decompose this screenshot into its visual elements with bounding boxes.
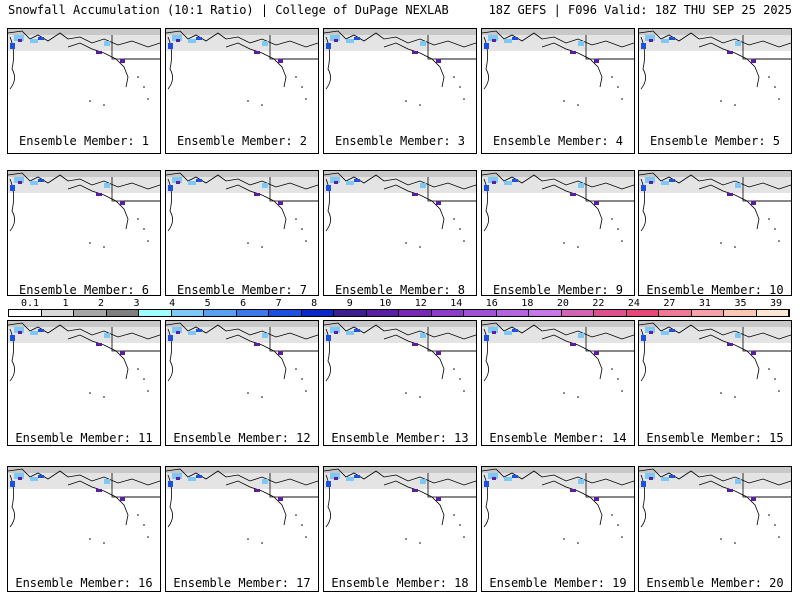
colorbar-tick-label: 12: [414, 298, 427, 309]
ensemble-member-map: [481, 320, 635, 446]
colorbar-tick-label: 8: [311, 298, 318, 309]
colorbar-tick-label: 27: [663, 298, 676, 309]
colorbar-swatch: [626, 310, 659, 316]
colorbar-swatch: [41, 310, 74, 316]
ensemble-member-map: [165, 170, 319, 296]
ensemble-member-map: [7, 320, 161, 446]
ensemble-member-label: Ensemble Member: 9: [492, 283, 624, 297]
ensemble-member-map: [481, 466, 635, 592]
colorbar-swatch: [106, 310, 139, 316]
colorbar-swatch: [74, 310, 107, 316]
colorbar-swatch: [431, 310, 464, 316]
colorbar-tick-label: 24: [627, 298, 640, 309]
colorbar-swatch: [171, 310, 204, 316]
colorbar-swatch: [496, 310, 529, 316]
ensemble-member-map: [165, 28, 319, 154]
colorbar-tick-label: 9: [346, 298, 353, 309]
colorbar-tick-label: 35: [734, 298, 747, 309]
ensemble-member-map: [638, 28, 792, 154]
ensemble-member-label: Ensemble Member: 13: [331, 431, 469, 445]
colorbar-swatch: [301, 310, 334, 316]
colorbar-swatch: [561, 310, 594, 316]
ensemble-member-label: Ensemble Member: 17: [173, 576, 311, 590]
ensemble-member-map: [481, 170, 635, 296]
colorbar-tick-label: 18: [521, 298, 534, 309]
snowfall-colorbar: 0.1 1 2 3 4 5 6 7 8 9 10 12 14 16 18 20 22 24 27 31 35 39: [8, 298, 790, 318]
ensemble-member-label: Ensemble Member: 6: [18, 283, 150, 297]
colorbar-swatch: [204, 310, 237, 316]
colorbar-tick-label: 6: [240, 298, 247, 309]
ensemble-member-label: Ensemble Member: 10: [646, 283, 784, 297]
colorbar-tick-label: 22: [592, 298, 605, 309]
ensemble-member-label: Ensemble Member: 19: [489, 576, 627, 590]
colorbar-swatch: [529, 310, 562, 316]
ensemble-member-label: Ensemble Member: 11: [15, 431, 153, 445]
ensemble-member-label: Ensemble Member: 12: [173, 431, 311, 445]
colorbar-swatch: [464, 310, 497, 316]
ensemble-member-label: Ensemble Member: 7: [176, 283, 308, 297]
colorbar-tick-label: 14: [450, 298, 463, 309]
colorbar-tick-label: 2: [98, 298, 105, 309]
colorbar-tick-label: 10: [379, 298, 392, 309]
colorbar-swatch: [9, 310, 42, 316]
ensemble-member-label: Ensemble Member: 18: [331, 576, 469, 590]
ensemble-member-label: Ensemble Member: 20: [646, 576, 784, 590]
ensemble-member-map: [165, 320, 319, 446]
ensemble-member-map: [323, 320, 477, 446]
ensemble-member-label: Ensemble Member: 1: [18, 134, 150, 148]
colorbar-tick-label: 5: [204, 298, 211, 309]
ensemble-member-label: Ensemble Member: 8: [334, 283, 466, 297]
ensemble-member-map: [7, 466, 161, 592]
colorbar-swatch: [691, 310, 724, 316]
colorbar-swatch: [594, 310, 627, 316]
colorbar-tick-label: 7: [275, 298, 282, 309]
ensemble-member-map: [638, 170, 792, 296]
ensemble-member-map: [638, 466, 792, 592]
colorbar-tick-label: 4: [169, 298, 176, 309]
ensemble-member-map: [323, 170, 477, 296]
colorbar-swatch: [724, 310, 757, 316]
ensemble-member-label: Ensemble Member: 16: [15, 576, 153, 590]
ensemble-member-label: Ensemble Member: 14: [489, 431, 627, 445]
colorbar-swatch: [139, 310, 172, 316]
colorbar-tick-label: 16: [485, 298, 498, 309]
colorbar-swatch: [334, 310, 367, 316]
colorbar-swatch: [756, 310, 789, 316]
colorbar-swatches: [8, 309, 790, 317]
colorbar-tick-label: 3: [133, 298, 140, 309]
ensemble-member-map: [323, 466, 477, 592]
colorbar-swatch: [269, 310, 302, 316]
ensemble-member-map: [7, 170, 161, 296]
model-valid-time: 18Z GEFS | F096 Valid: 18Z THU SEP 25 20…: [488, 3, 792, 17]
colorbar-swatch: [659, 310, 692, 316]
map-title: Snowfall Accumulation (10:1 Ratio) | Col…: [8, 3, 449, 17]
colorbar-swatch: [399, 310, 432, 316]
colorbar-tick-label: 0.1: [20, 298, 40, 309]
ensemble-member-map: [165, 466, 319, 592]
colorbar-tick-label: 1: [62, 298, 69, 309]
ensemble-member-label: Ensemble Member: 3: [334, 134, 466, 148]
colorbar-swatch: [366, 310, 399, 316]
ensemble-member-map: [7, 28, 161, 154]
ensemble-member-map: [481, 28, 635, 154]
colorbar-tick-label: 20: [556, 298, 569, 309]
colorbar-swatch: [236, 310, 269, 316]
ensemble-member-label: Ensemble Member: 5: [649, 134, 781, 148]
ensemble-member-map: [638, 320, 792, 446]
colorbar-tick-label: 31: [698, 298, 711, 309]
ensemble-member-label: Ensemble Member: 4: [492, 134, 624, 148]
colorbar-tick-label: 39: [769, 298, 783, 309]
ensemble-member-map: [323, 28, 477, 154]
ensemble-member-label: Ensemble Member: 2: [176, 134, 308, 148]
ensemble-member-label: Ensemble Member: 15: [646, 431, 784, 445]
